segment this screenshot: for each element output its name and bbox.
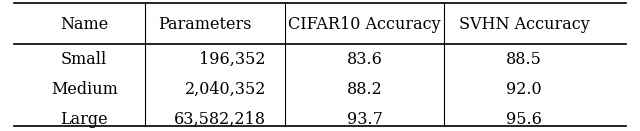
Text: Large: Large	[60, 111, 108, 128]
Text: SVHN Accuracy: SVHN Accuracy	[458, 16, 589, 32]
Text: 92.0: 92.0	[506, 81, 541, 98]
Text: 95.6: 95.6	[506, 111, 542, 128]
Text: 196,352: 196,352	[199, 51, 266, 68]
Text: Name: Name	[60, 16, 108, 32]
Text: Parameters: Parameters	[159, 16, 252, 32]
Text: Medium: Medium	[51, 81, 118, 98]
Text: 83.6: 83.6	[347, 51, 383, 68]
Text: 63,582,218: 63,582,218	[174, 111, 266, 128]
Text: 93.7: 93.7	[347, 111, 383, 128]
Text: 2,040,352: 2,040,352	[184, 81, 266, 98]
Text: 88.5: 88.5	[506, 51, 542, 68]
Text: Small: Small	[61, 51, 108, 68]
Text: 88.2: 88.2	[347, 81, 383, 98]
Text: CIFAR10 Accuracy: CIFAR10 Accuracy	[288, 16, 441, 32]
